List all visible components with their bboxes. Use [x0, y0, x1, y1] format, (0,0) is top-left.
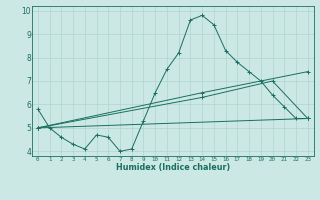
- X-axis label: Humidex (Indice chaleur): Humidex (Indice chaleur): [116, 163, 230, 172]
